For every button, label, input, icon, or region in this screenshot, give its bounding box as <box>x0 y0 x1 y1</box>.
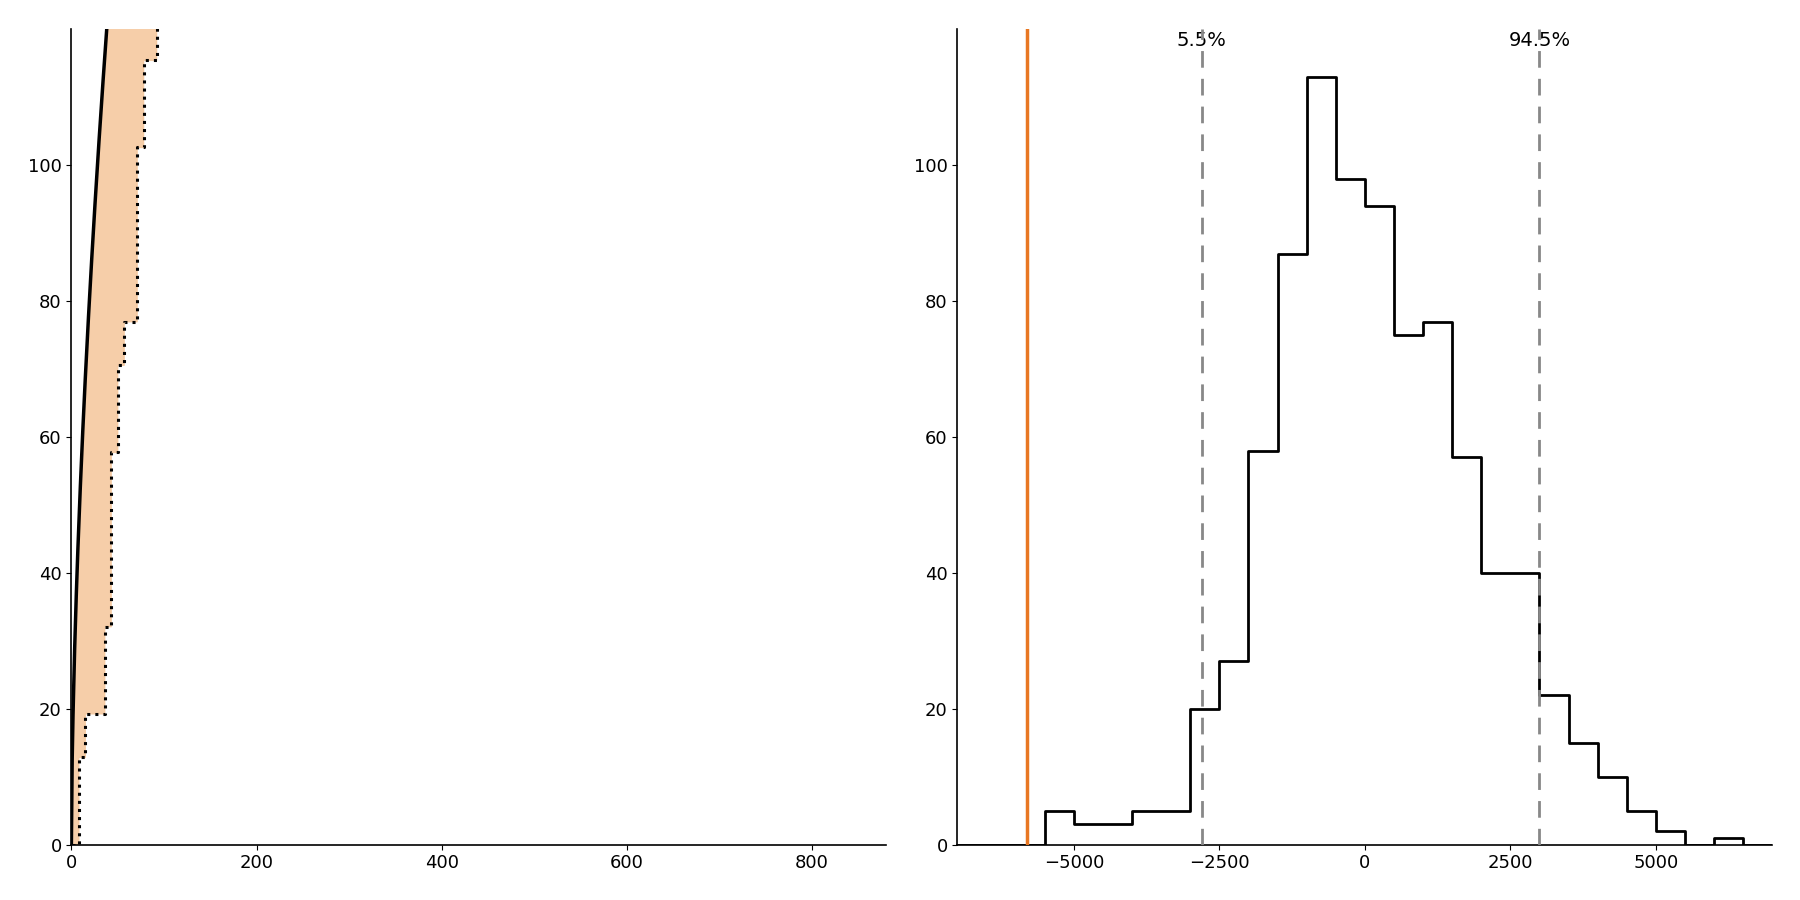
Text: 5.5%: 5.5% <box>1177 31 1228 50</box>
Text: 94.5%: 94.5% <box>1508 31 1571 50</box>
